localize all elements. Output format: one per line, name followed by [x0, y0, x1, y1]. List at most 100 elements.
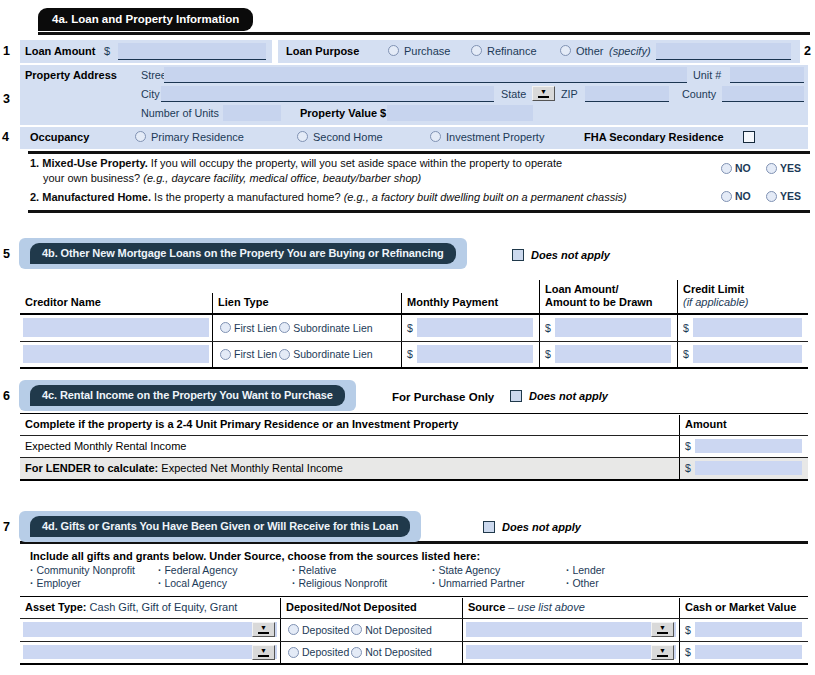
subordinate-lien-radio-2[interactable]	[279, 349, 290, 360]
subordinate-lien-label: Subordinate Lien	[293, 348, 372, 360]
zip-label: ZIP	[561, 88, 578, 100]
purchase-label: Purchase	[404, 45, 450, 57]
loan-amount-group: Loan Amount $	[20, 40, 272, 63]
number-of-units-input[interactable]	[223, 105, 281, 121]
loan-amount-input-2[interactable]	[555, 345, 671, 363]
manufactured-home-no-option: NO	[721, 190, 751, 202]
purchase-radio[interactable]	[388, 45, 399, 56]
section-4c-does-not-apply-checkbox[interactable]	[510, 390, 522, 402]
net-rental-income-input[interactable]	[695, 461, 802, 475]
monthly-payment-input-2[interactable]	[417, 345, 533, 363]
state-dropdown[interactable]: ▼	[532, 86, 555, 101]
second-home-radio[interactable]	[297, 131, 308, 142]
cash-value-input-2[interactable]	[695, 645, 802, 659]
cash-value-input-1[interactable]	[695, 622, 802, 637]
source-federal-agency: Federal Agency	[158, 564, 237, 576]
source-input-2[interactable]	[466, 645, 676, 659]
gifts-grants-table: Asset Type: Cash Gift, Gift of Equity, G…	[20, 596, 808, 665]
currency-symbol: $	[407, 348, 413, 360]
mixed-use-no-label: NO	[735, 162, 751, 174]
first-lien-radio-1[interactable]	[220, 322, 231, 333]
source-relative: Relative	[292, 564, 336, 576]
loan-amount-header-line2: Amount to be Drawn	[545, 296, 653, 308]
creditor-name-input-2[interactable]	[23, 345, 209, 363]
section-4c-tab: 4c. Rental Income on the Property You Wa…	[30, 385, 345, 406]
city-input[interactable]	[161, 86, 494, 102]
refinance-radio[interactable]	[471, 45, 482, 56]
street-input[interactable]	[164, 67, 687, 83]
source-input-1[interactable]	[466, 622, 676, 637]
loan-amount-input-1[interactable]	[555, 318, 671, 337]
section-4d-does-not-apply-checkbox[interactable]	[483, 521, 495, 533]
lender-calculate-text: Expected Net Monthly Rental Income	[161, 462, 343, 474]
manufactured-home-question: 2. Manufactured Home. Is the property a …	[30, 190, 710, 205]
loan-amount-drawn-header: Loan Amount/ Amount to be Drawn	[539, 280, 677, 313]
table-header-row: Complete if the property is a 2-4 Unit P…	[20, 413, 808, 436]
county-input[interactable]	[722, 86, 804, 102]
occupancy-divider	[28, 151, 810, 154]
property-value-input[interactable]	[387, 105, 533, 121]
currency-symbol: $	[685, 440, 691, 452]
deposited-radio-1[interactable]	[288, 624, 299, 635]
subordinate-lien-radio-1[interactable]	[279, 322, 290, 333]
credit-limit-input-2[interactable]	[693, 345, 802, 363]
dropdown-underline	[258, 632, 269, 633]
callout-5: 5	[3, 247, 10, 261]
mortgage-loan-row-2: First Lien Subordinate Lien $ $ $	[20, 342, 808, 369]
expected-rental-income-input[interactable]	[695, 439, 802, 453]
manufactured-home-text: Is the property a manufactured home?	[154, 191, 341, 203]
currency-symbol: $	[683, 348, 689, 360]
callout-6: 6	[3, 389, 10, 403]
mixed-use-yes-option: YES	[766, 162, 801, 174]
other-specify-input[interactable]	[656, 43, 791, 60]
source-header-lead: Source	[468, 601, 505, 613]
not-deposited-radio-2[interactable]	[351, 647, 362, 658]
dropdown-underline	[657, 655, 668, 656]
manufactured-home-yes-radio[interactable]	[766, 191, 777, 202]
asset-type-dropdown-1[interactable]: ▼	[252, 622, 275, 637]
source-dropdown-1[interactable]: ▼	[651, 622, 674, 637]
manufactured-home-no-radio[interactable]	[721, 191, 732, 202]
city-label: City	[141, 88, 160, 100]
section-4c-does-not-apply-label: Does not apply	[529, 390, 608, 402]
refinance-label: Refinance	[487, 45, 537, 57]
lender-calculate-lead: For LENDER to calculate:	[25, 462, 158, 474]
source-employer: Employer	[30, 577, 81, 589]
manufactured-home-example: (e.g., a factory built dwelling built on…	[344, 191, 627, 203]
section-4b-does-not-apply-checkbox[interactable]	[512, 249, 524, 261]
monthly-payment-input-1[interactable]	[417, 318, 533, 337]
monthly-payment-header: Monthly Payment	[401, 293, 539, 313]
creditor-name-header: Creditor Name	[20, 293, 212, 313]
not-deposited-label: Not Deposited	[365, 624, 432, 636]
source-header-rest: – use list above	[508, 601, 584, 613]
credit-limit-input-1[interactable]	[693, 318, 802, 337]
credit-limit-header: Credit Limit (if applicable)	[677, 280, 808, 313]
gift-row-2: ▼ Deposited Not Deposited ▼ $	[20, 642, 808, 665]
section-4a-bottom-divider	[28, 210, 810, 213]
asset-type-input-1[interactable]	[23, 622, 277, 637]
other-radio[interactable]	[560, 45, 571, 56]
mixed-use-no-radio[interactable]	[721, 163, 732, 174]
occupancy-group: Occupancy Primary Residence Second Home …	[20, 127, 808, 149]
deposited-radio-2[interactable]	[288, 647, 299, 658]
primary-residence-radio[interactable]	[135, 131, 146, 142]
mixed-use-question: 1. Mixed-Use Property. If you will occup…	[30, 156, 690, 186]
asset-type-dropdown-2[interactable]: ▼	[252, 645, 275, 660]
mixed-use-yes-radio[interactable]	[766, 163, 777, 174]
unit-input[interactable]	[730, 67, 804, 83]
other-mortgage-loans-table: Creditor Name Lien Type Monthly Payment …	[20, 277, 808, 369]
source-unmarried-partner: Unmarried Partner	[432, 577, 525, 589]
first-lien-radio-2[interactable]	[220, 349, 231, 360]
investment-property-radio[interactable]	[430, 131, 441, 142]
fha-secondary-residence-checkbox[interactable]	[743, 131, 755, 143]
creditor-name-input-1[interactable]	[23, 318, 209, 337]
mixed-use-example: (e.g., daycare facility, medical office,…	[143, 172, 421, 184]
not-deposited-radio-1[interactable]	[351, 624, 362, 635]
source-dropdown-2[interactable]: ▼	[651, 645, 674, 660]
asset-type-input-2[interactable]	[23, 645, 277, 659]
zip-input[interactable]	[585, 86, 669, 102]
manufactured-home-yes-option: YES	[766, 190, 801, 202]
callout-7: 7	[3, 520, 10, 534]
number-of-units-label: Number of Units	[141, 107, 219, 119]
loan-amount-input[interactable]	[118, 43, 266, 60]
